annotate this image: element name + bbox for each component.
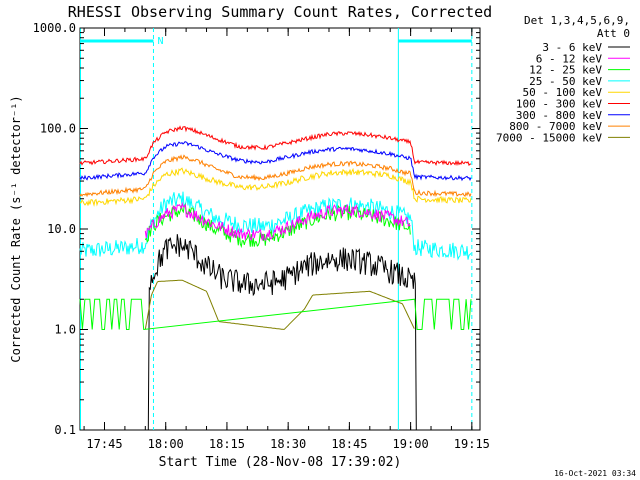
series-lines bbox=[79, 125, 472, 431]
y-tick-label: 100.0 bbox=[40, 122, 76, 136]
legend-label: 6 - 12 keV bbox=[536, 52, 603, 65]
legend-label: 800 - 7000 keV bbox=[509, 120, 602, 133]
legend-label: 12 - 25 keV bbox=[529, 64, 602, 77]
y-tick-label: 1.0 bbox=[54, 323, 76, 337]
x-tick-label: 19:15 bbox=[454, 437, 490, 451]
legend-label: 3 - 6 keV bbox=[542, 41, 602, 54]
y-axis-label: Corrected Count Rate (s⁻¹ detector⁻¹) bbox=[9, 95, 23, 362]
x-tick-label: 19:00 bbox=[393, 437, 429, 451]
y-tick-label: 1000.0 bbox=[33, 21, 76, 35]
series-line bbox=[79, 125, 472, 167]
footer-timestamp: 16-Oct-2021 03:34 bbox=[554, 469, 636, 478]
series-line bbox=[144, 203, 411, 249]
axes: 0.1 1.0 10.0 100.0 1000.0 17:45 18:00 18:15 18:3… bbox=[33, 21, 490, 451]
x-tick-label: 17:45 bbox=[86, 437, 122, 451]
series-line bbox=[79, 141, 472, 182]
chart-title: RHESSI Observing Summary Count Rates, Co… bbox=[68, 3, 492, 21]
x-tick-label: 18:45 bbox=[331, 437, 367, 451]
y-tick-label: 10.0 bbox=[47, 222, 76, 236]
legend-title-line-1: Det 1,3,4,5,6,9, bbox=[524, 14, 630, 27]
series-line bbox=[79, 167, 472, 207]
y-tick-label: 0.1 bbox=[54, 423, 76, 437]
legend-label: 50 - 100 keV bbox=[523, 86, 603, 99]
series-line bbox=[79, 154, 472, 198]
x-axis-label: Start Time (28-Nov-08 17:39:02) bbox=[159, 455, 402, 470]
legend-label: 100 - 300 keV bbox=[516, 98, 602, 111]
x-tick-label: 18:30 bbox=[270, 437, 306, 451]
series-line bbox=[79, 191, 472, 261]
legend-label: 7000 - 15000 keV bbox=[496, 131, 602, 144]
series-line bbox=[79, 298, 472, 331]
legend-label: 25 - 50 keV bbox=[529, 75, 602, 88]
x-tick-label: 18:15 bbox=[209, 437, 245, 451]
series-line bbox=[145, 234, 417, 431]
night-marker-label: N bbox=[157, 36, 163, 47]
legend-label: 300 - 800 keV bbox=[516, 109, 602, 122]
series-line bbox=[144, 201, 411, 242]
x-tick-label: 18:00 bbox=[148, 437, 184, 451]
series-line bbox=[144, 279, 415, 330]
legend-title-line-2: Att 0 bbox=[597, 27, 630, 40]
